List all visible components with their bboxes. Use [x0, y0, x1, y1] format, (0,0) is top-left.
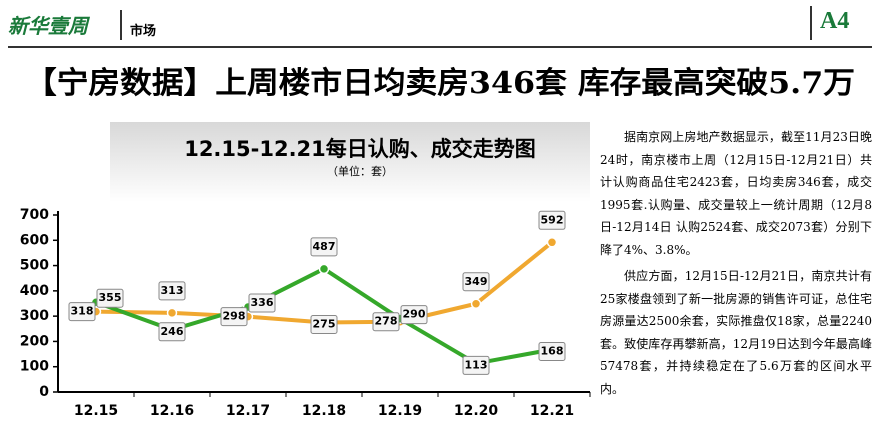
x-tick-label: 12.19	[378, 403, 422, 419]
value-label: 592	[541, 213, 564, 226]
value-label-box	[538, 210, 566, 230]
value-label-box	[158, 281, 186, 301]
value-label-box	[400, 305, 428, 325]
marker	[166, 307, 178, 319]
marker	[318, 263, 330, 275]
value-label: 290	[403, 308, 426, 321]
value-label: 113	[465, 358, 488, 371]
value-label: 246	[161, 325, 184, 338]
value-label-box	[96, 288, 124, 308]
value-label-box	[310, 314, 338, 334]
y-tick-label: 600	[20, 232, 49, 248]
y-tick-label: 100	[20, 359, 49, 375]
value-label: 318	[71, 305, 94, 318]
value-label-box	[310, 237, 338, 257]
chart-title: 12.15-12.21每日认购、成交走势图	[184, 137, 536, 161]
value-label: 313	[161, 284, 184, 297]
value-label: 298	[223, 310, 246, 323]
paragraph: 供应方面，12月15日-12月21日，南京共计有25家楼盘领到了新一批房源的销售…	[600, 269, 872, 396]
paragraph: 据南京网上房地产数据显示，截至11月23日晚24时，南京楼市上周（12月15日-…	[600, 130, 872, 257]
x-tick-label: 12.15	[74, 403, 118, 419]
y-tick-label: 700	[20, 207, 49, 223]
marker	[470, 298, 482, 310]
value-label: 336	[251, 296, 274, 309]
y-tick-label: 400	[20, 283, 49, 299]
rule	[8, 46, 872, 48]
x-tick-label: 12.18	[302, 403, 346, 419]
value-label-box	[372, 312, 400, 332]
value-label-box	[248, 293, 276, 313]
x-tick-label: 12.17	[226, 403, 270, 419]
chart-subtitle: （单位：套）	[327, 164, 393, 178]
value-label: 275	[313, 317, 336, 330]
marker	[546, 237, 558, 248]
title-panel	[110, 122, 590, 202]
section: 市场	[130, 24, 157, 39]
page-number: A4	[820, 8, 850, 34]
headline-box: 【宁房数据】上周楼市日均卖房346套 库存最高突破5.7万	[25, 66, 855, 101]
y-tick-label: 500	[20, 258, 49, 274]
x-tick-label: 12.21	[530, 403, 574, 419]
y-tick-label: 200	[20, 333, 49, 349]
article: 据南京网上房地产数据显示，截至11月23日晚24时，南京楼市上周（12月15日-…	[600, 126, 872, 404]
x-tick-label: 12.16	[150, 403, 194, 419]
value-label: 278	[375, 315, 398, 328]
y-tick-label: 300	[20, 308, 49, 324]
value-label-box	[158, 322, 186, 342]
value-label-box	[462, 272, 490, 292]
value-label-box	[68, 302, 96, 322]
value-label-box	[538, 342, 566, 362]
chart: 12.15-12.21每日认购、成交走势图 （单位：套） 0 100 200 300 4…	[20, 122, 591, 419]
x-tick-label: 12.20	[454, 403, 499, 419]
logo: 新华壹周	[8, 14, 88, 38]
value-label: 355	[99, 291, 122, 304]
value-label: 349	[465, 275, 488, 288]
y-tick-label: 0	[39, 384, 49, 400]
headline: 【宁房数据】上周楼市日均卖房346套 库存最高突破5.7万	[25, 66, 855, 101]
value-label: 168	[541, 345, 564, 358]
value-label: 487	[313, 240, 336, 253]
divider	[810, 6, 812, 40]
value-label-box	[220, 307, 248, 327]
divider	[120, 10, 122, 40]
value-label-box	[462, 355, 490, 375]
